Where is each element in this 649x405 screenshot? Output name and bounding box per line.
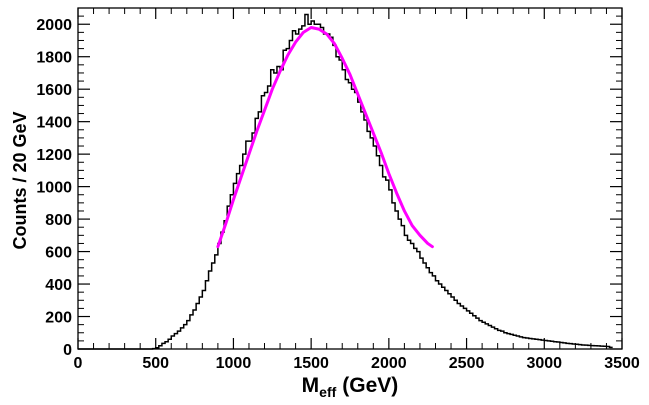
- y-tick-label: 1200: [36, 147, 72, 164]
- y-tick-label: 400: [45, 277, 72, 294]
- x-tick-label: 1000: [216, 355, 252, 372]
- x-tick-label: 3500: [604, 355, 640, 372]
- y-tick-label: 600: [45, 245, 72, 262]
- y-axis-tick-labels: 0 200 400 600 800 1000 1200 1400 1600 1800 2000: [36, 17, 72, 359]
- y-tick-label: 0: [63, 342, 72, 359]
- y-tick-label: 800: [45, 212, 72, 229]
- x-tick-label: 2500: [449, 355, 485, 372]
- y-axis-ticks: [78, 7, 622, 350]
- x-axis-title: Meff (GeV): [302, 374, 399, 400]
- x-axis-ticks: [77, 8, 623, 349]
- x-tick-label: 500: [142, 355, 169, 372]
- x-tick-label: 1500: [293, 355, 329, 372]
- y-tick-label: 1400: [36, 115, 72, 132]
- y-tick-label: 1600: [36, 82, 72, 99]
- y-tick-label: 1000: [36, 180, 72, 197]
- x-tick-label: 0: [74, 355, 83, 372]
- plot-frame: [77, 7, 623, 350]
- y-tick-label: 1800: [36, 50, 72, 67]
- x-axis-tick-labels: 0 500 1000 1500 2000 2500 3000 3500: [74, 355, 640, 372]
- y-axis-title: Counts / 20 GeV: [10, 111, 30, 249]
- x-tick-label: 2000: [371, 355, 407, 372]
- x-tick-label: 3000: [526, 355, 562, 372]
- y-tick-label: 200: [45, 310, 72, 327]
- fit-curve-series: [216, 25, 434, 249]
- y-tick-label: 2000: [36, 17, 72, 34]
- series-layer: [78, 13, 613, 350]
